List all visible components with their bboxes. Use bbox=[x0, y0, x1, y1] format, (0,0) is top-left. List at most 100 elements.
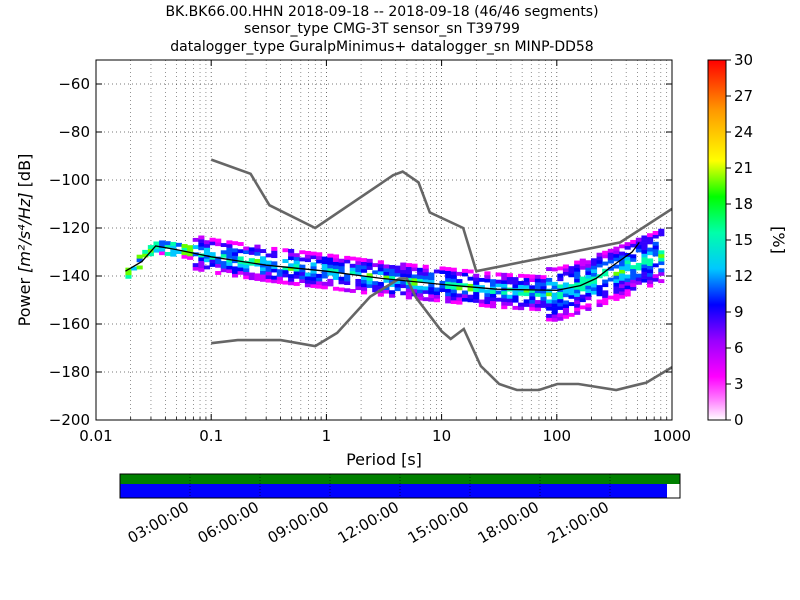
psd-cell bbox=[254, 259, 261, 263]
psd-cell bbox=[237, 256, 244, 261]
psd-cell bbox=[641, 235, 648, 240]
psd-cell bbox=[389, 293, 396, 298]
timeline-coverage-bar bbox=[120, 474, 680, 484]
psd-cell bbox=[518, 306, 525, 311]
psd-cell bbox=[473, 291, 480, 296]
psd-cell bbox=[321, 260, 328, 265]
psd-cell bbox=[170, 252, 177, 257]
psd-cell bbox=[248, 258, 255, 263]
psd-cell bbox=[568, 269, 575, 274]
psd-cell bbox=[355, 282, 362, 287]
psd-cell bbox=[405, 291, 412, 296]
psd-cell bbox=[579, 283, 586, 288]
psd-cell bbox=[153, 245, 160, 250]
psd-cell bbox=[299, 275, 306, 280]
psd-cell bbox=[607, 277, 614, 282]
colorbar-tick-label: 18 bbox=[734, 195, 753, 213]
psd-cell bbox=[332, 258, 340, 262]
psd-cell bbox=[602, 261, 609, 266]
psd-cell bbox=[596, 259, 603, 264]
psd-cell bbox=[450, 267, 457, 272]
psd-cell bbox=[243, 250, 250, 255]
psd-cell bbox=[355, 278, 362, 283]
psd-cell bbox=[523, 292, 530, 297]
psd-cell bbox=[534, 278, 541, 283]
psd-cell bbox=[400, 280, 407, 285]
psd-cell bbox=[142, 249, 149, 254]
psd-cell bbox=[310, 251, 317, 256]
psd-cell bbox=[546, 299, 553, 304]
psd-cell bbox=[377, 281, 384, 286]
psd-cell bbox=[585, 260, 592, 265]
x-tick-label: 10 bbox=[432, 427, 451, 445]
psd-cell bbox=[288, 252, 295, 257]
psd-cell bbox=[153, 248, 160, 253]
psd-cell bbox=[562, 307, 570, 312]
psd-cell bbox=[310, 266, 317, 270]
psd-cell bbox=[226, 247, 233, 252]
psd-cell bbox=[540, 296, 547, 301]
colorbar-tick-label: 3 bbox=[734, 375, 744, 393]
psd-cell bbox=[585, 292, 592, 297]
psd-cell bbox=[467, 269, 474, 274]
psd-cell bbox=[316, 255, 323, 260]
psd-cell bbox=[529, 288, 536, 293]
psd-cell bbox=[355, 268, 362, 273]
psd-cell bbox=[484, 278, 491, 283]
psd-cell bbox=[389, 290, 396, 295]
psd-cell bbox=[630, 268, 637, 273]
psd-cell bbox=[131, 266, 138, 271]
psd-cell bbox=[461, 283, 469, 288]
psd-cell bbox=[534, 285, 541, 290]
psd-cell bbox=[456, 297, 463, 302]
psd-cell bbox=[456, 282, 463, 287]
psd-cell bbox=[389, 283, 396, 287]
psd-cell bbox=[641, 271, 648, 276]
psd-cell bbox=[613, 275, 620, 280]
psd-cell bbox=[489, 282, 497, 287]
psd-cell bbox=[551, 303, 558, 308]
psd-cell bbox=[422, 264, 429, 269]
psd-cell bbox=[484, 300, 491, 305]
psd-cell bbox=[562, 282, 570, 287]
psd-cell bbox=[551, 299, 558, 304]
psd-cell bbox=[585, 296, 592, 301]
psd-cell bbox=[540, 289, 547, 294]
colorbar-tick-label: 24 bbox=[734, 123, 753, 141]
psd-cell bbox=[461, 268, 469, 273]
psd-cell bbox=[523, 299, 530, 304]
psd-cell bbox=[641, 278, 648, 283]
psd-cell bbox=[433, 287, 441, 292]
psd-cell bbox=[265, 278, 272, 283]
psd-cell bbox=[607, 256, 614, 260]
psd-cell bbox=[506, 273, 513, 278]
psd-cell bbox=[473, 288, 480, 293]
psd-cell bbox=[579, 294, 586, 299]
psd-cell bbox=[192, 252, 199, 257]
psd-cell bbox=[203, 243, 211, 248]
psd-cell bbox=[596, 285, 603, 290]
psd-cell bbox=[652, 245, 659, 250]
psd-cell bbox=[405, 295, 412, 300]
psd-cell bbox=[203, 240, 211, 245]
psd-cell bbox=[400, 273, 407, 278]
psd-cell bbox=[618, 269, 626, 274]
y-tick-label: −140 bbox=[49, 267, 90, 285]
psd-cell bbox=[321, 267, 328, 272]
psd-cell bbox=[602, 301, 609, 306]
psd-cell bbox=[445, 277, 452, 282]
psd-cell bbox=[641, 239, 648, 243]
psd-cell bbox=[377, 271, 384, 276]
psd-cell bbox=[461, 297, 469, 302]
chart-title-line-3: datalogger_type GuralpMinimus+ datalogge… bbox=[170, 39, 593, 55]
psd-cell bbox=[226, 254, 233, 259]
psd-cell bbox=[433, 269, 441, 274]
psd-cell bbox=[585, 267, 592, 272]
psd-cell bbox=[523, 274, 530, 279]
psd-cell bbox=[203, 254, 211, 259]
psd-cell bbox=[316, 277, 323, 282]
psd-cell bbox=[243, 260, 250, 265]
psd-cell bbox=[523, 281, 530, 286]
psd-cell bbox=[585, 285, 592, 290]
psd-cell bbox=[630, 286, 637, 291]
